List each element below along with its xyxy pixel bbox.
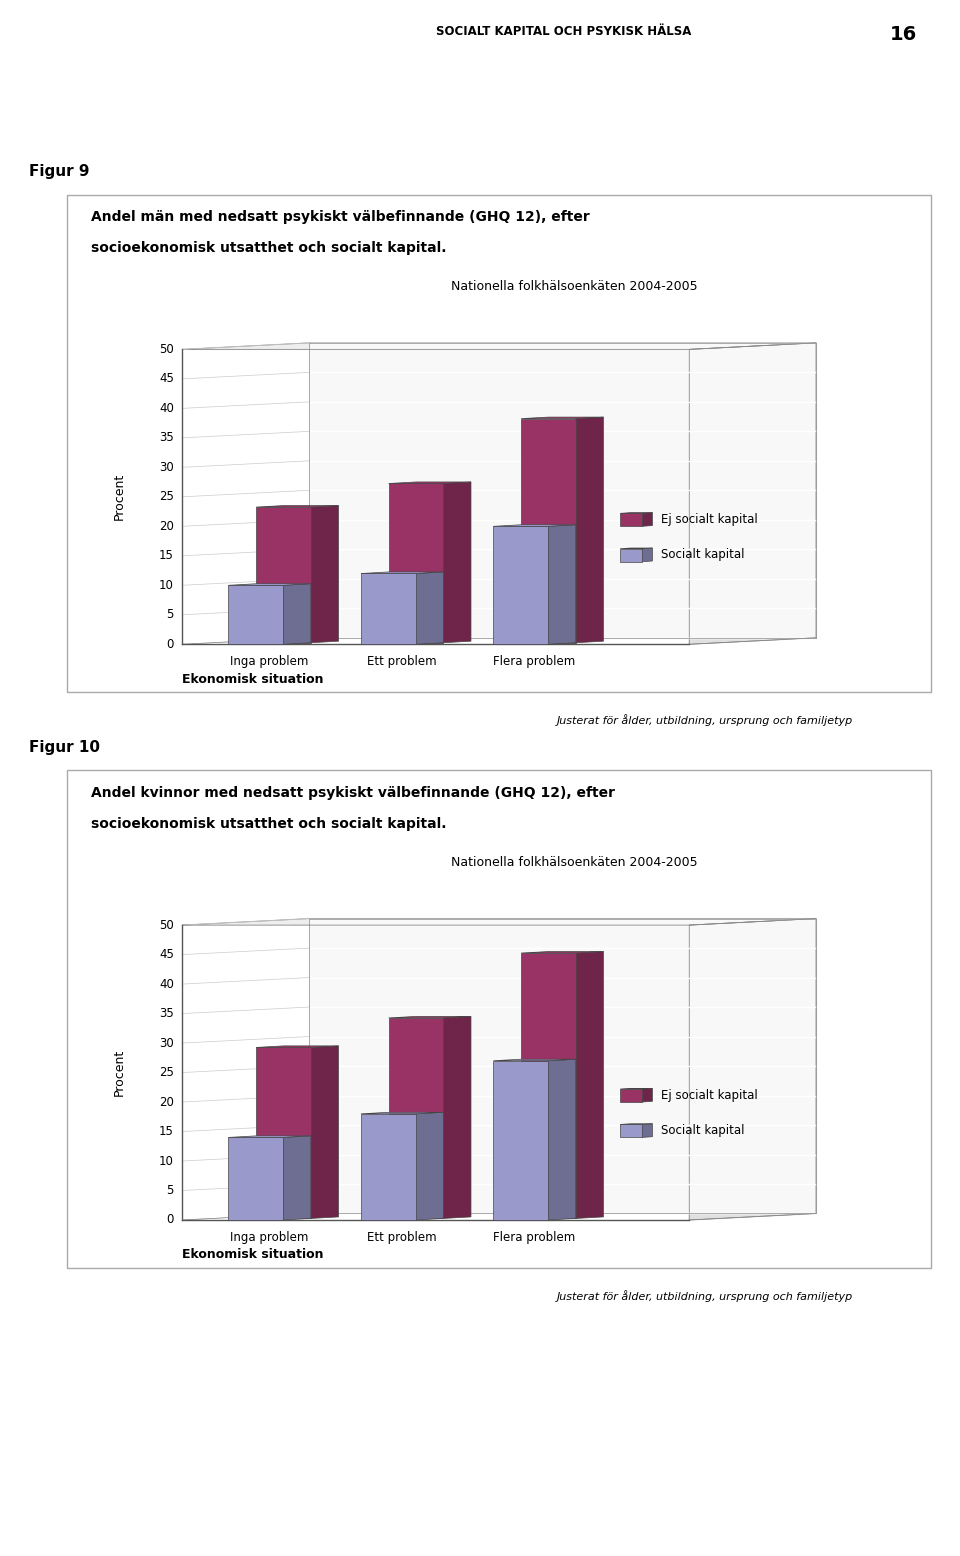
- Text: 10: 10: [159, 1155, 174, 1167]
- Text: 35: 35: [159, 1007, 174, 1021]
- Text: 25: 25: [159, 490, 174, 503]
- Text: Inga problem: Inga problem: [230, 655, 309, 668]
- Polygon shape: [416, 1113, 444, 1220]
- Text: Ej socialt kapital: Ej socialt kapital: [661, 1089, 757, 1102]
- Text: Ett problem: Ett problem: [368, 1231, 437, 1243]
- Polygon shape: [361, 1114, 416, 1220]
- Polygon shape: [311, 506, 339, 643]
- Text: Justerat för ålder, utbildning, ursprung och familjetyp: Justerat för ålder, utbildning, ursprung…: [557, 1290, 853, 1302]
- Text: 40: 40: [159, 401, 174, 415]
- Text: Andel kvinnor med nedsatt psykiskt välbefinnande (GHQ 12), efter: Andel kvinnor med nedsatt psykiskt välbe…: [91, 786, 615, 800]
- Polygon shape: [642, 512, 653, 526]
- Text: 16: 16: [890, 25, 917, 44]
- Text: socioekonomisk utsatthet och socialt kapital.: socioekonomisk utsatthet och socialt kap…: [91, 817, 446, 831]
- Text: Justerat för ålder, utbildning, ursprung och familjetyp: Justerat för ålder, utbildning, ursprung…: [557, 714, 853, 727]
- Text: 30: 30: [159, 461, 174, 475]
- Text: Figur 9: Figur 9: [29, 163, 89, 179]
- Polygon shape: [361, 574, 416, 644]
- Polygon shape: [389, 1018, 444, 1218]
- Polygon shape: [620, 513, 642, 526]
- Text: 50: 50: [159, 342, 174, 356]
- Polygon shape: [444, 482, 471, 643]
- Polygon shape: [444, 1016, 471, 1218]
- Polygon shape: [620, 549, 642, 562]
- Polygon shape: [576, 417, 604, 643]
- Polygon shape: [416, 573, 444, 644]
- Polygon shape: [493, 526, 548, 644]
- Text: 45: 45: [159, 372, 174, 386]
- Text: Socialt kapital: Socialt kapital: [661, 548, 745, 562]
- Text: Andel män med nedsatt psykiskt välbefinnande (GHQ 12), efter: Andel män med nedsatt psykiskt välbefinn…: [91, 210, 590, 224]
- Polygon shape: [309, 342, 816, 638]
- Text: 40: 40: [159, 977, 174, 991]
- Polygon shape: [256, 507, 311, 643]
- Polygon shape: [309, 918, 816, 1214]
- Text: socioekonomisk utsatthet och socialt kapital.: socioekonomisk utsatthet och socialt kap…: [91, 241, 446, 255]
- Polygon shape: [521, 952, 576, 1218]
- Text: 0: 0: [166, 1214, 174, 1226]
- Text: Socialt kapital: Socialt kapital: [661, 1123, 745, 1137]
- Polygon shape: [389, 484, 444, 643]
- Text: 5: 5: [166, 608, 174, 621]
- Text: Flera problem: Flera problem: [493, 655, 576, 668]
- Text: 15: 15: [159, 1125, 174, 1137]
- Text: Nationella folkhälsoenkäten 2004-2005: Nationella folkhälsoenkäten 2004-2005: [451, 856, 698, 868]
- Polygon shape: [493, 1061, 548, 1220]
- Text: Inga problem: Inga problem: [230, 1231, 309, 1243]
- Text: 30: 30: [159, 1036, 174, 1050]
- Polygon shape: [548, 1060, 576, 1220]
- Polygon shape: [311, 1046, 339, 1218]
- Polygon shape: [256, 1047, 311, 1218]
- Polygon shape: [283, 1136, 311, 1220]
- Text: Flera problem: Flera problem: [493, 1231, 576, 1243]
- Text: 45: 45: [159, 948, 174, 962]
- Text: 0: 0: [166, 638, 174, 650]
- Polygon shape: [642, 1088, 653, 1102]
- Polygon shape: [689, 342, 816, 644]
- Polygon shape: [228, 585, 283, 644]
- Text: 20: 20: [159, 520, 174, 532]
- Polygon shape: [620, 1125, 642, 1137]
- Text: Ej socialt kapital: Ej socialt kapital: [661, 513, 757, 526]
- Polygon shape: [548, 524, 576, 644]
- Polygon shape: [182, 918, 816, 926]
- Polygon shape: [182, 342, 816, 350]
- Polygon shape: [642, 548, 653, 562]
- Text: Nationella folkhälsoenkäten 2004-2005: Nationella folkhälsoenkäten 2004-2005: [451, 280, 698, 293]
- Text: Ekonomisk situation: Ekonomisk situation: [182, 1248, 324, 1262]
- Text: 25: 25: [159, 1066, 174, 1078]
- Polygon shape: [689, 918, 816, 1220]
- Text: Procent: Procent: [112, 1049, 126, 1095]
- Text: Figur 10: Figur 10: [29, 739, 100, 755]
- Text: 35: 35: [159, 431, 174, 445]
- Polygon shape: [620, 1089, 642, 1102]
- Polygon shape: [576, 952, 604, 1218]
- Polygon shape: [521, 419, 576, 643]
- Text: 20: 20: [159, 1095, 174, 1108]
- Polygon shape: [228, 1137, 283, 1220]
- Text: 15: 15: [159, 549, 174, 562]
- Text: 5: 5: [166, 1184, 174, 1197]
- Text: SOCIALT KAPITAL OCH PSYKISK HÄLSA: SOCIALT KAPITAL OCH PSYKISK HÄLSA: [436, 25, 691, 37]
- Text: 10: 10: [159, 579, 174, 591]
- Text: Ekonomisk situation: Ekonomisk situation: [182, 672, 324, 686]
- Text: 50: 50: [159, 918, 174, 932]
- Polygon shape: [283, 584, 311, 644]
- Text: Procent: Procent: [112, 473, 126, 520]
- Text: Ett problem: Ett problem: [368, 655, 437, 668]
- Polygon shape: [642, 1123, 653, 1137]
